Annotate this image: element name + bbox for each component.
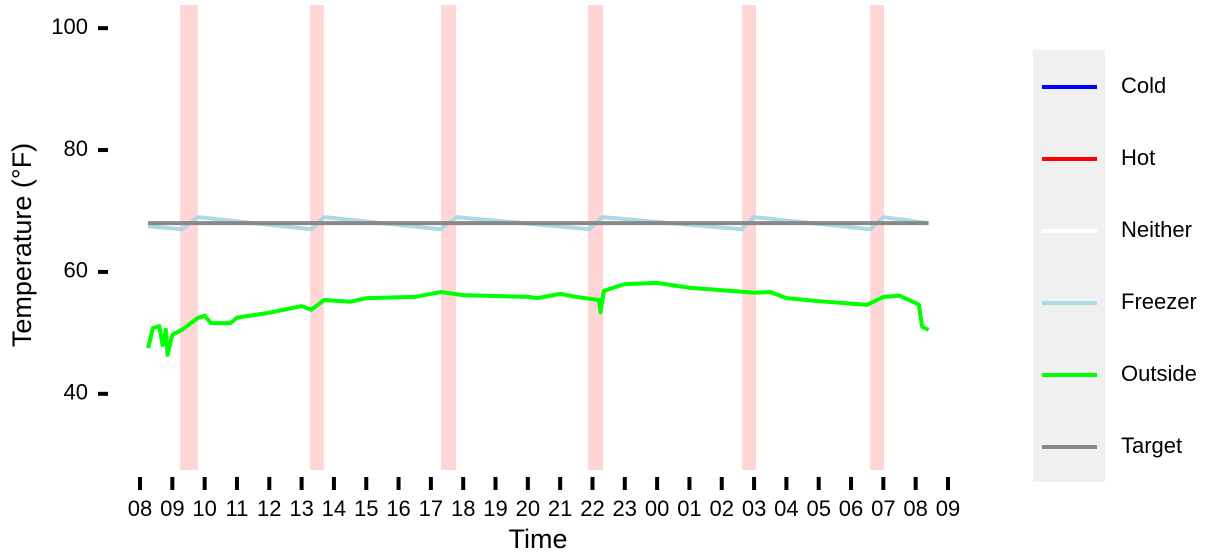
legend-label: Freezer [1121, 289, 1197, 314]
y-tick-label: 80 [64, 136, 88, 161]
x-tick-label: 08 [128, 496, 152, 521]
legend-background [1033, 50, 1105, 482]
y-tick-label: 100 [51, 14, 88, 39]
shaded-band [870, 5, 884, 470]
x-tick-label: 06 [839, 496, 863, 521]
x-tick-label: 04 [774, 496, 798, 521]
shaded-band [310, 5, 324, 470]
x-tick-label: 00 [645, 496, 669, 521]
legend-label: Hot [1121, 145, 1155, 170]
y-tick-label: 40 [64, 380, 88, 405]
x-axis-title: Time [509, 524, 568, 554]
x-tick-label: 17 [419, 496, 443, 521]
x-tick-label: 01 [677, 496, 701, 521]
shaded-band [587, 5, 604, 470]
x-tick-label: 22 [580, 496, 604, 521]
x-tick-label: 21 [548, 496, 572, 521]
x-tick-label: 20 [516, 496, 540, 521]
y-tick-label: 60 [64, 258, 88, 283]
y-axis-title: Temperature (°F) [7, 143, 37, 347]
x-tick-label: 08 [903, 496, 927, 521]
x-tick-label: 02 [710, 496, 734, 521]
x-tick-label: 15 [354, 496, 378, 521]
x-tick-label: 05 [806, 496, 830, 521]
x-tick-label: 10 [192, 496, 216, 521]
legend-label: Outside [1121, 361, 1197, 386]
legend-label: Neither [1121, 217, 1192, 242]
x-tick-label: 14 [322, 496, 346, 521]
x-tick-label: 16 [386, 496, 410, 521]
x-tick-label: 18 [451, 496, 475, 521]
x-tick-label: 07 [871, 496, 895, 521]
x-tick-label: 09 [936, 496, 960, 521]
shaded-band [742, 5, 757, 470]
legend-label: Cold [1121, 73, 1166, 98]
x-tick-label: 12 [257, 496, 281, 521]
x-tick-label: 13 [289, 496, 313, 521]
legend-label: Target [1121, 433, 1182, 458]
shaded-band [440, 5, 457, 470]
x-tick-label: 19 [483, 496, 507, 521]
x-tick-label: 23 [613, 496, 637, 521]
x-tick-label: 09 [160, 496, 184, 521]
x-tick-label: 03 [742, 496, 766, 521]
series-line [146, 280, 930, 357]
x-tick-label: 11 [226, 496, 249, 521]
shaded-band [180, 5, 198, 470]
